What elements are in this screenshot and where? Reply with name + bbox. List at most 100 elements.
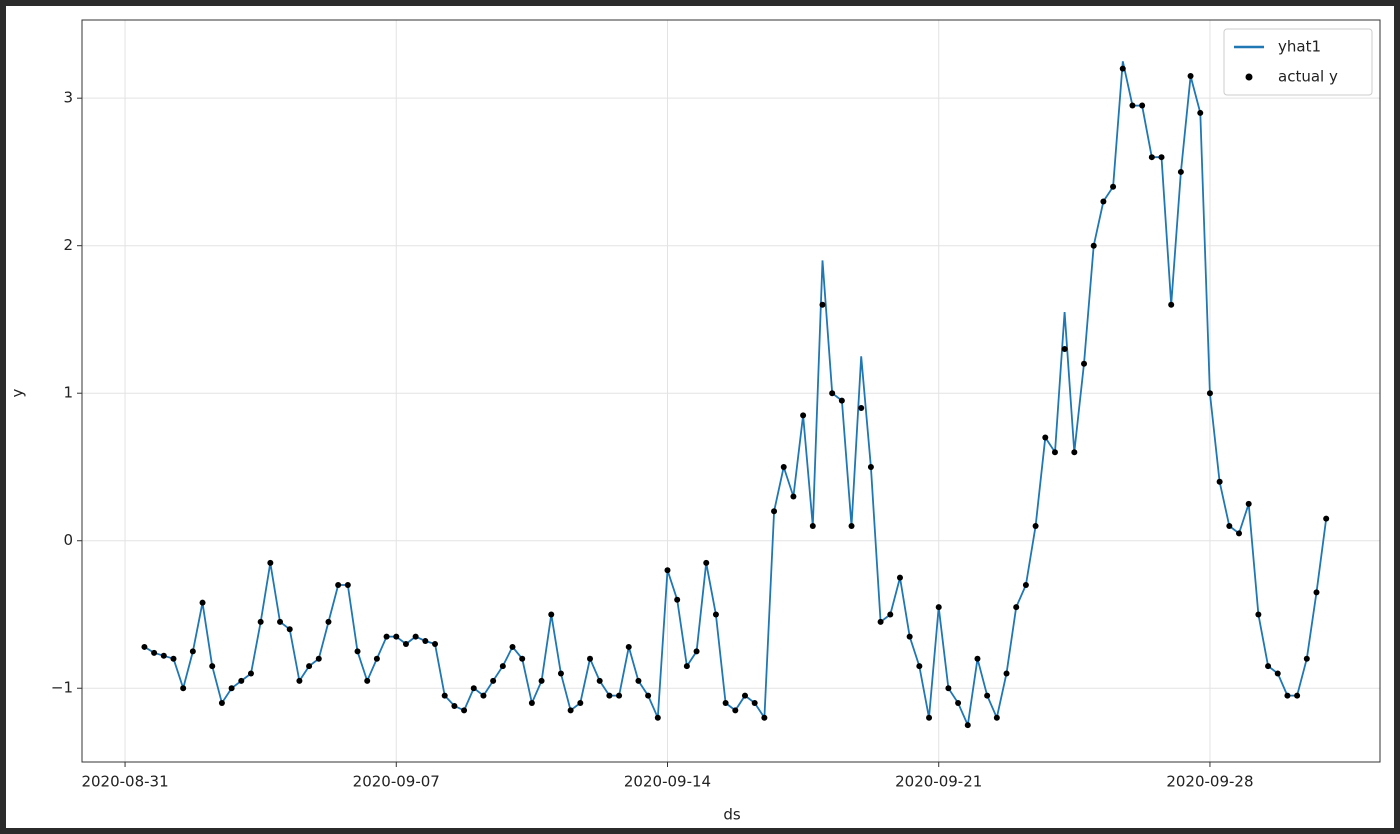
data-point	[1274, 670, 1281, 677]
data-point	[180, 685, 187, 692]
data-point	[683, 663, 690, 670]
data-point	[974, 655, 981, 662]
data-point	[596, 677, 603, 684]
data-point	[1139, 102, 1146, 109]
data-point	[257, 618, 264, 625]
data-point	[1081, 360, 1088, 367]
data-point	[160, 652, 167, 659]
y-axis-label: y	[9, 388, 27, 397]
y-tick-label: 3	[63, 89, 73, 107]
x-axis-label: ds	[723, 806, 741, 824]
data-point	[441, 692, 448, 699]
data-point	[1303, 655, 1310, 662]
data-point	[654, 714, 661, 721]
data-point	[151, 649, 158, 656]
y-tick-label: 2	[63, 236, 73, 254]
data-point	[432, 640, 439, 647]
data-point	[1226, 522, 1233, 529]
data-point	[393, 633, 400, 640]
data-point	[1061, 345, 1068, 352]
data-point	[548, 611, 555, 618]
data-point	[519, 655, 526, 662]
data-point	[1158, 154, 1165, 161]
data-point	[848, 522, 855, 529]
data-point	[141, 643, 148, 650]
data-point	[1051, 449, 1058, 456]
data-point	[422, 638, 429, 645]
data-point	[761, 714, 768, 721]
y-tick-label: 1	[63, 384, 73, 402]
data-point	[1148, 154, 1155, 161]
data-point	[1129, 102, 1136, 109]
data-point	[335, 581, 342, 588]
data-point	[1206, 390, 1213, 397]
data-point	[645, 692, 652, 699]
data-point	[829, 390, 836, 397]
x-tick-label: 2020-09-07	[353, 773, 440, 791]
data-point	[887, 611, 894, 618]
data-point	[499, 663, 506, 670]
data-point	[528, 699, 535, 706]
data-point	[480, 692, 487, 699]
data-point	[470, 685, 477, 692]
data-point	[461, 707, 468, 714]
data-point	[170, 655, 177, 662]
data-point	[1168, 301, 1175, 308]
data-point	[993, 714, 1000, 721]
data-point	[1197, 109, 1204, 116]
data-point	[1245, 500, 1252, 507]
data-point	[286, 626, 293, 633]
data-point	[538, 677, 545, 684]
data-point	[606, 692, 613, 699]
data-point	[616, 692, 623, 699]
legend-label: actual y	[1278, 68, 1338, 86]
data-point	[1032, 522, 1039, 529]
data-point	[1071, 449, 1078, 456]
data-point	[693, 648, 700, 655]
data-point	[703, 559, 710, 566]
data-point	[1013, 604, 1020, 611]
data-point	[238, 677, 245, 684]
data-point	[1042, 434, 1049, 441]
data-point	[509, 643, 516, 650]
data-point	[189, 648, 196, 655]
data-point	[199, 599, 206, 606]
data-point	[218, 699, 225, 706]
data-point	[567, 707, 574, 714]
data-point	[858, 404, 865, 411]
data-point	[1284, 692, 1291, 699]
data-point	[1177, 168, 1184, 175]
x-tick-label: 2020-09-28	[1166, 773, 1253, 791]
data-point	[577, 699, 584, 706]
data-point	[800, 412, 807, 419]
data-point	[383, 633, 390, 640]
data-point	[867, 463, 874, 470]
data-point	[1187, 73, 1194, 80]
data-point	[267, 559, 274, 566]
data-point	[1119, 65, 1126, 72]
legend-swatch	[1245, 73, 1253, 81]
data-point	[625, 643, 632, 650]
legend-box	[1223, 28, 1373, 96]
data-point	[945, 685, 952, 692]
data-point	[490, 677, 497, 684]
data-point	[344, 581, 351, 588]
data-point	[722, 699, 729, 706]
data-point	[1022, 581, 1029, 588]
data-point	[712, 611, 719, 618]
data-point	[1216, 478, 1223, 485]
data-point	[790, 493, 797, 500]
data-point	[1313, 589, 1320, 596]
data-point	[373, 655, 380, 662]
legend-label: yhat1	[1278, 38, 1321, 56]
data-point	[780, 463, 787, 470]
data-point	[296, 677, 303, 684]
data-point	[354, 648, 361, 655]
data-point	[732, 707, 739, 714]
y-tick-label: −1	[51, 679, 73, 697]
data-point	[664, 567, 671, 574]
data-point	[1323, 515, 1330, 522]
data-point	[315, 655, 322, 662]
data-point	[402, 640, 409, 647]
